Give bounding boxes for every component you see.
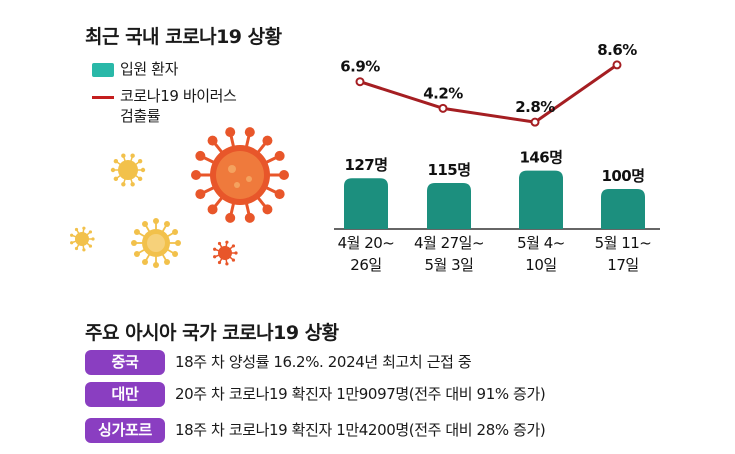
- tiny-orange-virus-icon: [213, 240, 238, 266]
- country-status-text-1: 18주 차 양성률 16.2%. 2024년 최고치 근접 중: [175, 353, 472, 371]
- country-badge-2: 대만: [85, 382, 165, 407]
- small-virus-icon: [110, 153, 146, 187]
- chart-title: 최근 국내 코로나19 상황: [85, 26, 282, 48]
- detection-rate-line: [359, 63, 618, 124]
- bar-value-label-3: 146명: [519, 149, 562, 167]
- line-value-label-2: 4.2%: [423, 84, 463, 102]
- legend-bar-swatch: [92, 63, 114, 77]
- asia-section-title: 주요 아시아 국가 코로나19 상황: [85, 322, 339, 344]
- line-value-label-1: 6.9%: [340, 58, 380, 76]
- line-value-label-3: 2.8%: [515, 98, 555, 116]
- bar-1: [344, 178, 388, 229]
- covid-chart: 127명 4월 20~ 26일 115명 4월 27일~ 5월 3일 146명 5월 4~ 10…: [334, 41, 660, 274]
- line-point-2: [438, 103, 448, 113]
- legend-bar-label: 입원 환자: [120, 60, 178, 78]
- legend-line-swatch: [92, 96, 114, 99]
- line-value-label-4: 8.6%: [597, 41, 637, 59]
- tiny-virus-icon: [70, 226, 95, 252]
- country-badge-3: 싱가포르: [85, 418, 165, 443]
- medium-virus-icon: [131, 218, 181, 268]
- x-tick-label-4-1: 5월 11~: [595, 234, 652, 252]
- x-tick-label-3-2: 10일: [525, 256, 556, 274]
- country-badge-1: 중국: [85, 350, 165, 375]
- legend-line-label: 코로나19 바이러스 검출률: [120, 86, 237, 126]
- country-status-text-2: 20주 차 코로나19 확진자 1만9097명(전주 대비 91% 증가): [175, 385, 546, 403]
- legend-line-label-2: 검출률: [120, 107, 161, 125]
- line-point-4: [612, 60, 622, 70]
- line-point-1: [355, 77, 365, 87]
- x-tick-label-4-2: 17일: [607, 256, 638, 274]
- x-tick-label-1-1: 4월 20~: [338, 234, 395, 252]
- x-tick-label-2-1: 4월 27일~: [414, 234, 484, 252]
- bar-value-label-4: 100명: [601, 167, 644, 185]
- bar-value-label-1: 127명: [344, 156, 387, 174]
- bar-2: [427, 183, 471, 229]
- country-status-text-3: 18주 차 코로나19 확진자 1만4200명(전주 대비 28% 증가): [175, 421, 546, 439]
- legend-line-label-1: 코로나19 바이러스: [120, 87, 237, 105]
- bar-value-label-2: 115명: [427, 161, 470, 179]
- bar-4: [601, 189, 645, 229]
- line-point-3: [530, 117, 540, 127]
- x-tick-label-3-1: 5월 4~: [517, 234, 565, 252]
- x-tick-label-1-2: 26일: [350, 256, 381, 274]
- bar-3: [519, 170, 563, 229]
- large-virus-icon: [191, 127, 289, 223]
- x-tick-label-2-2: 5월 3일: [425, 256, 474, 274]
